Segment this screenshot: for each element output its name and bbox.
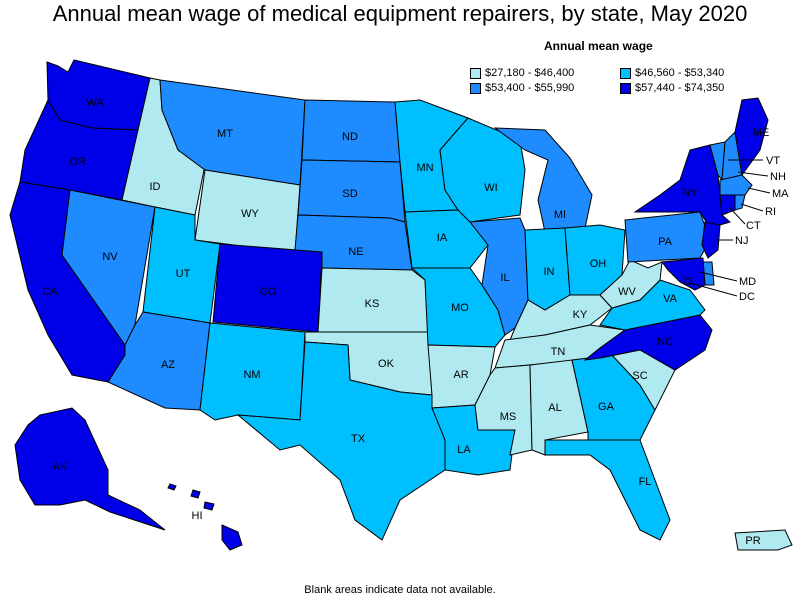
label-TX: TX [351, 433, 366, 445]
state-MA[interactable] [719, 174, 753, 196]
leader-DC [689, 282, 738, 297]
label-AL: AL [548, 402, 561, 414]
label-SC: SC [632, 370, 647, 382]
state-HI-islands[interactable] [167, 483, 215, 511]
map-title: Annual mean wage of medical equipment re… [52, 1, 748, 26]
label-UT: UT [176, 268, 191, 280]
label-ID: ID [150, 181, 161, 193]
state-CT[interactable] [719, 194, 736, 216]
label-OH: OH [590, 258, 607, 270]
legend-label: $53,400 - $55,990 [485, 82, 575, 94]
label-HI: HI [192, 510, 203, 522]
legend-swatch [470, 82, 481, 94]
label-NJ: NJ [735, 235, 748, 247]
state-MD[interactable] [661, 257, 706, 291]
label-KY: KY [573, 309, 588, 321]
legend-swatch [620, 82, 631, 94]
label-KS: KS [365, 298, 380, 310]
legend-item-tier-1: $46,560 - $53,340 [620, 66, 724, 80]
label-NE: NE [348, 246, 363, 258]
label-RI: RI [765, 206, 776, 218]
legend-swatch [620, 67, 631, 79]
label-NM: NM [243, 369, 260, 381]
label-MI: MI [554, 209, 566, 221]
label-SD: SD [342, 188, 357, 200]
label-AZ: AZ [161, 359, 175, 371]
label-IN: IN [544, 266, 555, 278]
legend-swatch [470, 67, 481, 79]
label-ND: ND [342, 131, 358, 143]
label-VA: VA [663, 293, 678, 305]
availability-note: Blank areas indicate data not available. [304, 584, 496, 596]
leader-MD [699, 271, 738, 282]
state-DC[interactable] [684, 277, 692, 285]
state-WA[interactable] [46, 59, 151, 131]
state-TX[interactable] [236, 341, 446, 541]
state-HI[interactable] [221, 524, 243, 551]
label-WY: WY [241, 208, 259, 220]
label-MA: MA [772, 188, 789, 200]
legend-title: Annual mean wage [544, 39, 653, 53]
label-ME: ME [753, 127, 770, 139]
state-RI[interactable] [734, 194, 746, 211]
state-FL[interactable] [544, 439, 671, 541]
leader-NH [737, 171, 769, 177]
state-IL[interactable] [469, 217, 529, 336]
legend-label: $46,560 - $53,340 [635, 67, 725, 79]
state-WV[interactable] [599, 259, 663, 309]
state-NC[interactable] [583, 314, 713, 371]
label-FL: FL [639, 476, 652, 488]
legend-item-tier-0: $27,180 - $46,400 [470, 66, 574, 80]
label-OR: OR [70, 156, 87, 168]
label-VT: VT [766, 155, 780, 167]
label-GA: GA [598, 401, 615, 413]
legend-item-tier-3: $57,440 - $74,350 [620, 81, 724, 95]
label-WI: WI [484, 182, 497, 194]
state-PR[interactable] [734, 529, 793, 551]
label-OK: OK [378, 358, 395, 370]
label-AR: AR [453, 369, 468, 381]
leader-MA [747, 187, 771, 194]
label-NH: NH [770, 171, 786, 183]
legend-item-tier-2: $53,400 - $55,990 [470, 81, 574, 95]
legend-label: $27,180 - $46,400 [485, 67, 575, 79]
label-WV: WV [618, 286, 636, 298]
label-MN: MN [416, 162, 433, 174]
label-TN: TN [551, 346, 566, 358]
state-AK[interactable] [14, 407, 166, 531]
leader-RI [740, 203, 764, 212]
label-IA: IA [437, 232, 448, 244]
label-MO: MO [451, 302, 469, 314]
label-CO: CO [260, 286, 277, 298]
label-CT: CT [746, 220, 761, 232]
label-CA: CA [42, 286, 58, 298]
label-NC: NC [657, 336, 673, 348]
label-PR: PR [745, 535, 760, 547]
state-NJ[interactable] [701, 221, 721, 259]
label-MS: MS [500, 411, 517, 423]
state-WI[interactable] [439, 117, 526, 223]
label-NV: NV [102, 251, 118, 263]
label-MD: MD [739, 276, 756, 288]
label-PA: PA [658, 236, 673, 248]
label-NY: NY [682, 187, 698, 199]
legend-label: $57,440 - $74,350 [635, 82, 725, 94]
label-AK: AK [53, 461, 68, 473]
label-MT: MT [217, 128, 233, 140]
label-WA: WA [86, 97, 104, 109]
label-IL: IL [500, 272, 509, 284]
leader-CT [729, 207, 746, 225]
label-LA: LA [457, 444, 471, 456]
label-DC: DC [739, 291, 755, 303]
